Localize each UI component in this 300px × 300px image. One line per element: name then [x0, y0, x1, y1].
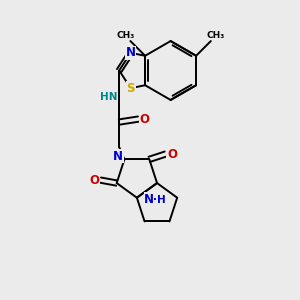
Text: O: O [140, 112, 150, 126]
Text: N: N [113, 150, 123, 163]
Text: O: O [89, 174, 99, 187]
Text: S: S [126, 82, 135, 95]
Text: O: O [167, 148, 177, 160]
Text: ·H: ·H [153, 195, 165, 205]
Text: HN: HN [100, 92, 118, 102]
Text: N: N [144, 193, 154, 206]
Text: CH₃: CH₃ [206, 31, 224, 40]
Text: N: N [126, 46, 136, 59]
Text: CH₃: CH₃ [117, 31, 135, 40]
